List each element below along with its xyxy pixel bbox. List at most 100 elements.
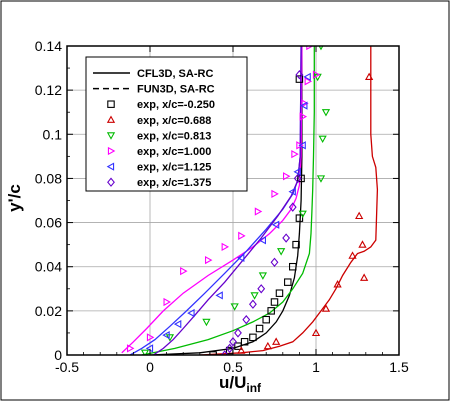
- exp-marker-6: [289, 262, 297, 271]
- legend-marker-5: [107, 146, 116, 156]
- exp-marker-9: [304, 77, 313, 86]
- legend-marker-2: [107, 100, 115, 108]
- exp-marker-11: [295, 69, 304, 80]
- exp-marker-11: [257, 284, 266, 294]
- x-tick-label: 1.5: [389, 359, 409, 375]
- legend: CFL3D, SA-RC FUN3D, SA-RC exp, x/c=-0.250 e…: [85, 56, 248, 192]
- legend-label-5: exp, x/c=1.000: [137, 146, 211, 158]
- exp-marker-9: [221, 242, 230, 251]
- exp-marker-10: [298, 141, 306, 150]
- exp-marker-11: [242, 314, 251, 325]
- exp-marker-9: [291, 150, 299, 159]
- exp-marker-6: [240, 338, 249, 346]
- exp-marker-9: [283, 172, 291, 181]
- exp-marker-6: [234, 342, 242, 350]
- exp-marker-7: [263, 341, 272, 350]
- exp-marker-7: [355, 211, 364, 220]
- exp-marker-8: [277, 248, 286, 256]
- exp-marker-10: [288, 187, 296, 196]
- axis-ticks: -0.5 0 0.5 1 1.500.020.040.060.080.10.120.14: [35, 38, 409, 375]
- exp-marker-10: [187, 308, 195, 318]
- x-tick-label: 0: [146, 359, 154, 375]
- y-tick-label: 0.12: [35, 82, 62, 98]
- legend-marker-3: [106, 115, 116, 123]
- exp-marker-6: [270, 298, 279, 306]
- plot-area: [121, 46, 379, 355]
- exp-marker-9: [306, 46, 314, 51]
- y-tick-label: 0.06: [35, 215, 62, 231]
- exp-marker-9: [296, 141, 304, 150]
- exp-marker-7: [358, 240, 367, 248]
- exp-marker-8: [321, 109, 331, 117]
- exp-marker-8: [316, 175, 326, 183]
- exp-marker-11: [229, 337, 237, 347]
- legend-marker-4: [106, 132, 116, 140]
- exp-marker-11: [249, 299, 257, 309]
- exp-marker-6: [275, 289, 284, 297]
- exp-marker-7: [237, 346, 246, 354]
- exp-marker-11: [293, 173, 302, 184]
- exp-marker-10: [271, 220, 280, 229]
- y-tick-label: 0.02: [35, 303, 62, 319]
- exp-marker-11: [220, 350, 229, 355]
- legend-label-3: exp, x/c=0.688: [137, 115, 211, 127]
- exp-marker-10: [293, 167, 301, 176]
- x-tick-label: 0.5: [223, 359, 243, 375]
- cfd-line-0: [149, 46, 303, 355]
- exp-marker-8: [140, 349, 150, 355]
- x-axis-title-subscript: inf: [246, 381, 262, 395]
- exp-marker-6: [262, 315, 270, 324]
- legend-marker-6: [106, 162, 115, 171]
- exp-marker-10: [258, 236, 266, 245]
- exp-marker-9: [254, 207, 263, 216]
- exp-marker-9: [126, 344, 135, 353]
- x-tick-label: -0.5: [55, 359, 79, 375]
- exp-marker-9: [312, 70, 321, 79]
- exp-marker-11: [234, 328, 242, 338]
- exp-marker-7: [364, 72, 374, 81]
- exp-marker-11: [270, 257, 279, 267]
- exp-marker-10: [300, 101, 308, 110]
- exp-marker-6: [295, 75, 304, 83]
- exp-marker-10: [215, 291, 223, 300]
- exp-marker-7: [360, 273, 369, 281]
- exp-marker-11: [225, 343, 234, 354]
- cfd-line-5: [152, 46, 302, 355]
- exp-marker-9: [301, 99, 309, 108]
- exp-marker-8: [318, 135, 327, 144]
- exp-marker-6: [267, 307, 275, 315]
- y-tick-label: 0.14: [35, 38, 62, 54]
- x-axis-title: u/Uinf: [219, 373, 262, 395]
- cfd-line-3: [121, 46, 303, 354]
- exp-marker-8: [298, 210, 307, 219]
- exp-marker-11: [288, 202, 297, 212]
- legend-label-6: exp, x/c=1.125: [137, 162, 211, 174]
- exp-marker-10: [236, 253, 245, 263]
- exp-marker-8: [202, 318, 211, 327]
- exp-marker-9: [204, 255, 213, 265]
- exp-marker-10: [162, 331, 170, 340]
- exp-marker-6: [284, 278, 292, 286]
- legend-marker-7: [107, 177, 115, 187]
- exp-marker-8: [230, 303, 239, 311]
- exp-marker-9: [238, 231, 246, 240]
- legend-label-2: exp, x/c=-0.250: [137, 99, 215, 111]
- y-tick-label: 0.04: [35, 259, 62, 275]
- y-tick-label: 0: [54, 347, 62, 363]
- exp-marker-9: [146, 333, 155, 342]
- x-axis-title-main: u/U: [219, 373, 246, 392]
- exp-marker-7: [321, 304, 331, 312]
- y-tick-label: 0.1: [43, 126, 63, 142]
- exp-marker-7: [348, 251, 357, 259]
- exp-marker-9: [299, 112, 308, 121]
- exp-marker-8: [258, 272, 268, 280]
- exp-marker-7: [272, 337, 281, 345]
- exp-marker-6: [249, 333, 257, 342]
- exp-marker-10: [303, 72, 311, 82]
- exp-marker-6: [297, 174, 305, 183]
- plot-series: [121, 46, 379, 355]
- exp-marker-6: [292, 240, 300, 249]
